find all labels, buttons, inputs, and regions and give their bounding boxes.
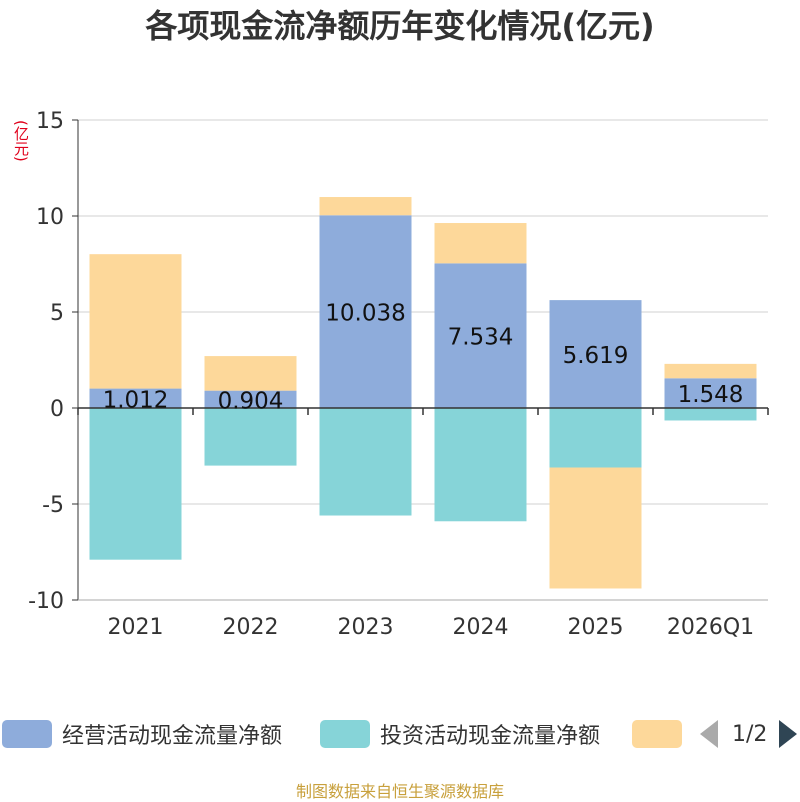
y-axis-unit-label: (亿元) — [12, 120, 30, 162]
bar-investing-2026Q1 — [664, 408, 757, 421]
bar-financing-2024 — [434, 223, 527, 264]
bar-financing-2025 — [549, 467, 642, 589]
legend-label-investing: 投资活动现金流量净额 — [380, 724, 601, 749]
bar-operating-2024 — [434, 263, 527, 408]
bar-investing-2025 — [549, 408, 642, 468]
bar-financing-2023 — [319, 197, 412, 216]
data-label: 10.038 — [325, 301, 405, 327]
y-tick-label: -10 — [28, 589, 64, 614]
y-tick-label: -5 — [42, 493, 64, 518]
legend-label-operating: 经营活动现金流量净额 — [62, 724, 283, 749]
bar-operating-2023 — [319, 215, 412, 408]
chart-title: 各项现金流净额历年变化情况(亿元) — [145, 7, 655, 45]
data-source-note: 制图数据来自恒生聚源数据库 — [295, 782, 504, 801]
bar-financing-2021 — [89, 254, 182, 389]
chevron-left-icon[interactable] — [700, 720, 718, 748]
data-label: 0.904 — [218, 388, 284, 414]
data-label: 1.548 — [678, 382, 744, 408]
bar-operating-2022 — [204, 390, 297, 408]
bar-operating-2021 — [89, 388, 182, 408]
x-tick-label: 2023 — [338, 615, 394, 640]
data-label: 5.619 — [563, 343, 629, 369]
chevron-right-icon[interactable] — [779, 720, 798, 748]
x-tick-label: 2025 — [568, 615, 624, 640]
x-tick-label: 2026Q1 — [667, 615, 754, 640]
x-tick-label: 2022 — [223, 615, 279, 640]
y-tick-label: 15 — [36, 109, 64, 134]
legend-item-operating[interactable]: 经营活动现金流量净额 — [2, 716, 282, 752]
legend: 经营活动现金流量净额 投资活动现金流量净额 1/2 — [0, 716, 800, 756]
legend-pager: 1/2 — [700, 716, 798, 752]
bar-investing-2024 — [434, 408, 527, 522]
legend-item-financing[interactable] — [632, 716, 692, 752]
y-tick-label: 10 — [36, 205, 64, 230]
data-label: 7.534 — [448, 325, 514, 351]
bar-financing-2022 — [204, 356, 297, 391]
bar-operating-2026Q1 — [664, 378, 757, 408]
bar-investing-2021 — [89, 408, 182, 560]
bar-investing-2023 — [319, 408, 412, 516]
y-tick-label: 0 — [50, 397, 64, 422]
bar-operating-2025 — [549, 300, 642, 408]
data-label: 1.012 — [103, 387, 169, 413]
legend-item-investing[interactable]: 投资活动现金流量净额 — [320, 716, 600, 752]
legend-page-indicator: 1/2 — [732, 721, 768, 747]
legend-swatch-investing — [320, 720, 370, 748]
legend-swatch-operating — [2, 720, 52, 748]
bar-investing-2022 — [204, 408, 297, 466]
legend-swatch-financing — [632, 720, 682, 748]
x-tick-label: 2021 — [108, 615, 164, 640]
x-tick-label: 2024 — [453, 615, 509, 640]
bar-chart: 15 10 5 0 -5 -10 2021 2022 2023 2024 2025 2026Q1 1.0… — [28, 109, 769, 640]
y-tick-label: 5 — [50, 301, 64, 326]
bar-financing-2026Q1 — [664, 363, 757, 379]
